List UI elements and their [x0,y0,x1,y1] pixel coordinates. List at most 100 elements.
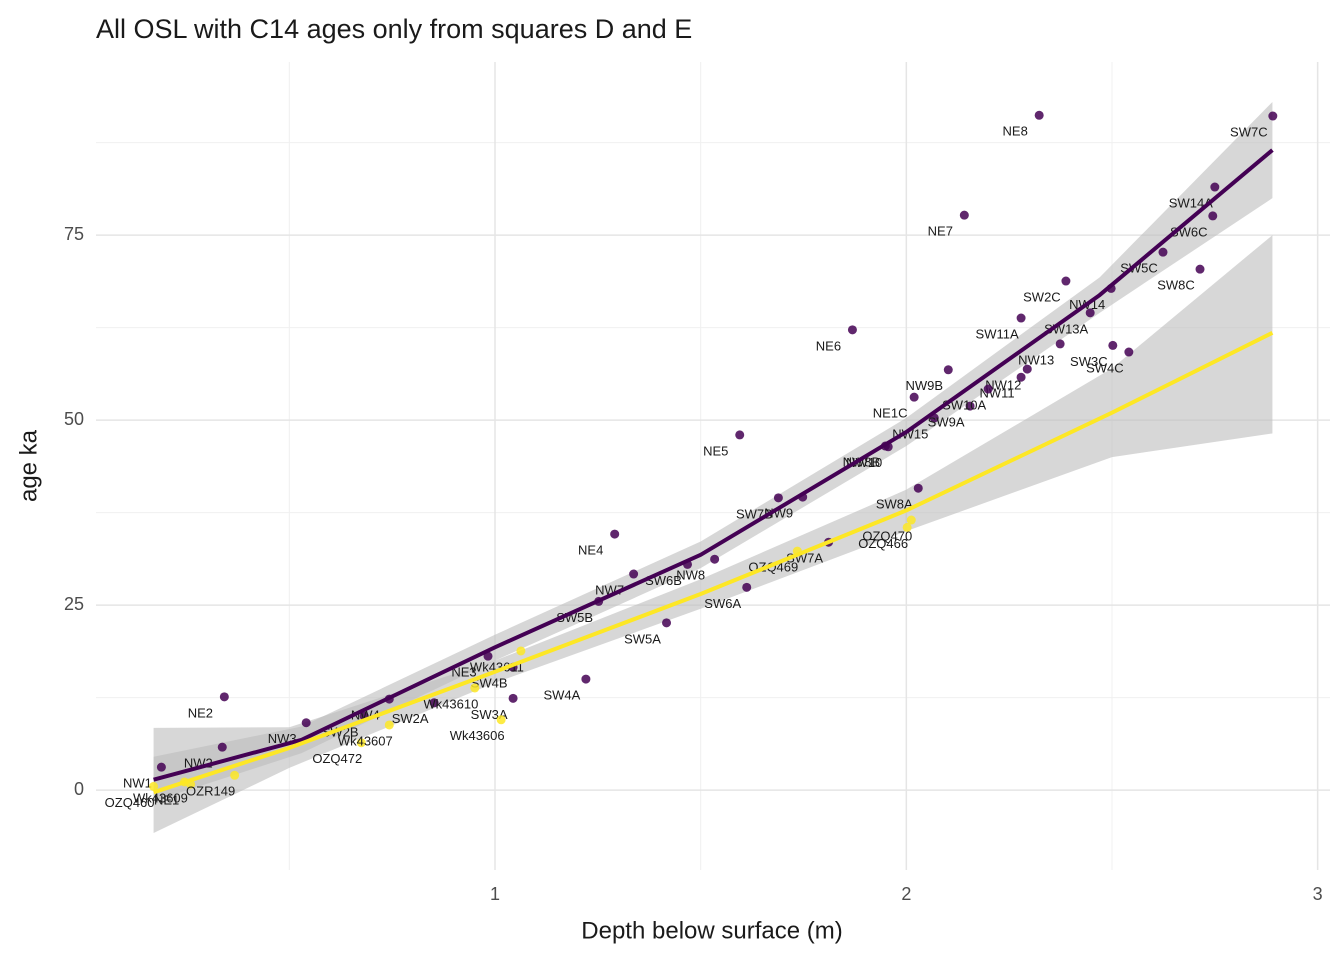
point-label: OZR149 [186,784,235,799]
confidence-band [153,235,1273,834]
data-point [581,674,591,684]
data-point [610,529,620,539]
data-point [1016,313,1026,323]
data-point [149,781,159,791]
point-label: SW3C [1070,354,1108,369]
data-point [1208,211,1218,221]
point-label: NE5 [703,443,728,458]
point-label: SW2C [1023,289,1061,304]
data-point [1061,276,1071,286]
y-axis-label: age ka [15,429,42,502]
y-tick-label: 75 [64,224,84,244]
data-point [384,720,394,730]
data-point [847,325,857,335]
data-point [629,569,639,579]
point-label: SW8C [1157,278,1195,293]
data-point [1268,111,1278,121]
point-label: OZQ470 [862,528,912,543]
point-label: SW9A [928,415,965,430]
point-label: SW4B [471,676,508,691]
data-point [913,483,923,493]
point-label: Wk43610 [423,696,478,711]
point-label: NW9 [764,506,793,521]
data-point [356,738,366,748]
data-point [1034,110,1044,120]
point-label: NW10 [846,455,882,470]
data-point [906,515,916,525]
data-point [1016,372,1026,382]
data-point [301,718,311,728]
data-point [710,554,720,564]
x-tick-label: 1 [490,884,500,904]
point-label: NW9B [906,378,944,393]
point-label: NW13 [1018,352,1054,367]
point-label: SW4A [543,688,580,703]
x-axis-label: Depth below surface (m) [581,917,842,944]
data-point [1195,264,1205,274]
point-label: SW2B [322,725,359,740]
y-tick-label: 50 [64,409,84,429]
data-point [983,384,993,394]
data-point [217,742,227,752]
point-label: SW11A [976,326,1019,341]
data-point [959,210,969,220]
data-point [662,618,672,628]
point-label: NE3 [451,665,476,680]
point-label: NE6 [816,338,841,353]
x-tick-label: 3 [1313,884,1323,904]
point-label: NW15 [892,426,928,441]
data-point [735,430,745,440]
data-point [496,715,506,725]
data-point [902,522,912,532]
point-label: SW4C [1086,360,1124,375]
point-label: NE1 [154,793,179,808]
point-label: OZQ460 [105,795,155,810]
point-label: SW6A [704,596,741,611]
point-label: SW5A [624,631,661,646]
data-point [1124,347,1134,357]
point-label: Wk43606 [450,728,505,743]
point-label: Wk43607 [338,733,393,748]
data-point [1085,308,1095,318]
data-point [516,646,526,656]
data-point [773,493,783,503]
data-point [965,401,975,411]
data-point [943,365,953,375]
data-point [1055,339,1065,349]
data-point [156,762,166,772]
chart-title: All OSL with C14 ages only from squares … [96,14,692,44]
data-point [1210,182,1220,192]
point-label: Wk43611 [470,659,524,674]
data-point [230,770,240,780]
point-label: SW10A [942,397,986,412]
point-label: OZQ466 [858,536,908,551]
data-point [1108,340,1118,350]
data-point [508,693,518,703]
point-label: NW8 [676,568,705,583]
data-point [909,392,919,402]
point-label: NE1C [873,406,908,421]
y-tick-label: 0 [74,779,84,799]
point-label: Wk43609 [133,790,188,805]
data-point [429,698,439,708]
data-point [1158,247,1168,257]
point-label: SW7C [1230,124,1268,139]
data-point [1022,364,1032,374]
point-label: NE2 [188,705,213,720]
data-point [470,683,480,693]
fit-line [153,148,1274,782]
point-label: NW1 [123,776,152,791]
point-label: NE8 [1003,124,1028,139]
point-label: NW12 [985,378,1021,393]
point-label: OZQ472 [312,751,362,766]
point-label: NE4 [578,543,603,558]
y-tick-label: 25 [64,594,84,614]
data-point [742,582,752,592]
point-label: SW8A [876,497,913,512]
fit-line [152,331,1274,795]
data-point [219,692,229,702]
x-tick-label: 2 [901,884,911,904]
point-label: NE7 [928,224,953,239]
